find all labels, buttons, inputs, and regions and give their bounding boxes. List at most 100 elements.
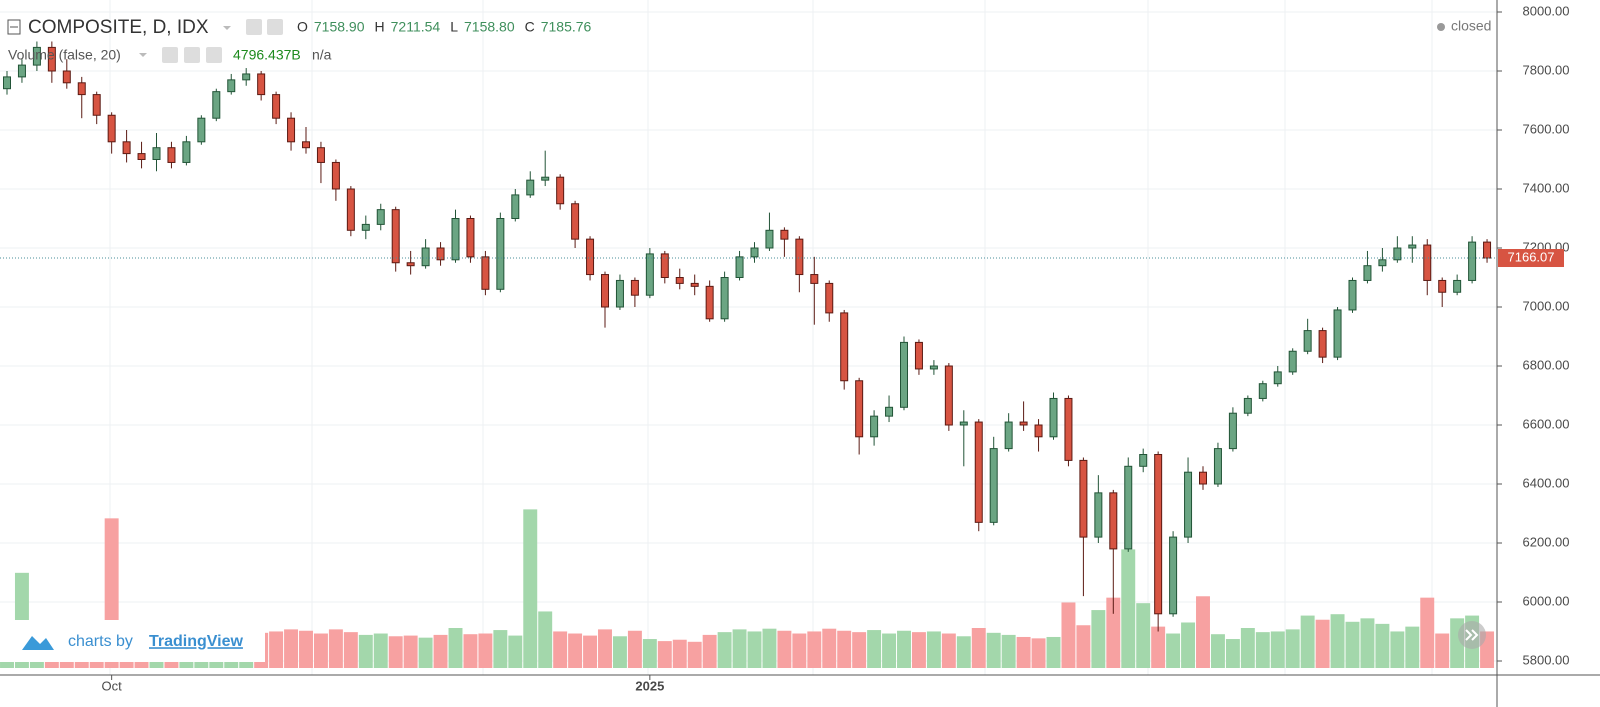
- settings-icon[interactable]: [246, 19, 262, 35]
- scroll-icon: [1465, 629, 1479, 641]
- candle-body: [212, 91, 221, 119]
- volume-bar: [1315, 619, 1330, 668]
- volume-bar: [822, 628, 837, 668]
- candle-body: [227, 79, 236, 93]
- volume-bar: [343, 632, 358, 668]
- watermark-brand[interactable]: TradingView: [149, 633, 244, 650]
- close-icon[interactable]: [206, 47, 222, 63]
- watermark-logo: [22, 636, 54, 650]
- candle-body: [750, 247, 759, 258]
- ohlc-value: 7185.76: [541, 19, 592, 35]
- candle-body: [556, 176, 565, 205]
- candle-body: [346, 188, 355, 231]
- ohlc-key: O: [297, 19, 308, 35]
- volume-bar: [299, 630, 313, 668]
- candle-body: [182, 141, 191, 163]
- candle-body: [1258, 383, 1267, 399]
- dropdown-arrow[interactable]: [139, 53, 147, 57]
- volume-bar: [986, 632, 1001, 668]
- candle-body: [765, 229, 774, 249]
- candle-body: [1034, 424, 1043, 438]
- volume-bar: [583, 635, 598, 668]
- candle-body: [1004, 421, 1013, 450]
- volume-bar: [702, 634, 717, 668]
- volume-bar: [612, 636, 627, 668]
- status-dot: [1437, 23, 1445, 31]
- vertical-grid: [109, 0, 1433, 675]
- volume-bar: [388, 636, 403, 668]
- ohlc-key: H: [375, 19, 385, 35]
- candle-body: [137, 153, 146, 161]
- candle-body: [466, 218, 475, 258]
- candle-body: [914, 341, 923, 370]
- volume-title: Volume (false, 20): [8, 47, 121, 63]
- volume-bar: [1390, 631, 1405, 668]
- volume-bar: [837, 630, 852, 668]
- y-tick-label: 7800.00: [1523, 62, 1570, 77]
- candle-body: [541, 176, 550, 181]
- candle-body: [989, 448, 998, 523]
- last-price-box: [1498, 249, 1564, 268]
- candle-body: [660, 253, 669, 278]
- y-tick-label: 6800.00: [1523, 357, 1570, 372]
- candle-body: [1483, 241, 1492, 259]
- volume-bar: [1151, 626, 1166, 668]
- candle-body: [795, 238, 804, 276]
- candle-body: [152, 147, 161, 160]
- volume-bar: [1016, 636, 1031, 668]
- ohlc-value: 7211.54: [391, 19, 441, 35]
- volume-bar: [1225, 639, 1240, 668]
- y-tick-label: 6200.00: [1523, 534, 1570, 549]
- candle-body: [242, 73, 251, 81]
- volume-bar: [1375, 623, 1390, 668]
- volume-bar: [1345, 621, 1360, 668]
- volume-bar: [373, 633, 388, 668]
- candle-body: [47, 46, 56, 72]
- ohlc-value: 7158.80: [464, 19, 515, 35]
- volume-bar: [269, 631, 284, 668]
- candle-body: [3, 76, 11, 90]
- y-tick-label: 7000.00: [1523, 298, 1570, 313]
- candle-body: [705, 285, 714, 320]
- x-tick-label: Oct: [102, 678, 123, 693]
- candle-body: [645, 253, 654, 296]
- volume-bar: [328, 629, 343, 668]
- candle-body: [735, 256, 744, 279]
- candle-body: [1169, 536, 1178, 615]
- candle-body: [451, 218, 460, 261]
- candle-body: [92, 94, 101, 116]
- dropdown-arrow[interactable]: [223, 26, 231, 30]
- candle-body: [571, 203, 580, 240]
- candle-body: [331, 161, 340, 190]
- volume-bar: [657, 641, 672, 668]
- settings-icon[interactable]: [162, 47, 178, 63]
- volume-bar: [1210, 634, 1225, 668]
- candle-body: [481, 256, 490, 290]
- candle-body: [974, 421, 983, 523]
- candle-body: [376, 209, 385, 225]
- candle-body: [870, 415, 879, 438]
- volume-bar: [463, 634, 478, 668]
- y-tick-label: 5800.00: [1523, 652, 1570, 667]
- volume-bar: [852, 632, 867, 668]
- candle-body: [810, 274, 819, 284]
- volume-bar: [1330, 614, 1345, 668]
- volume-bar: [642, 639, 657, 668]
- volume-bar: [1270, 631, 1285, 668]
- candle-body: [62, 70, 71, 84]
- volume-bar: [971, 628, 986, 668]
- volume-bar: [523, 509, 538, 668]
- candle-body: [675, 277, 684, 284]
- candle-body: [302, 141, 310, 149]
- volume-bar: [313, 633, 328, 668]
- volume-bar: [598, 629, 612, 668]
- candle-body: [1094, 492, 1103, 538]
- settings-icon[interactable]: [184, 47, 200, 63]
- volume-bar: [1136, 603, 1151, 668]
- volume-bar: [1121, 549, 1136, 668]
- settings-icon[interactable]: [267, 19, 283, 35]
- collapse-icon[interactable]: [7, 19, 21, 35]
- candle-body: [1109, 492, 1118, 550]
- candle-body: [840, 312, 849, 382]
